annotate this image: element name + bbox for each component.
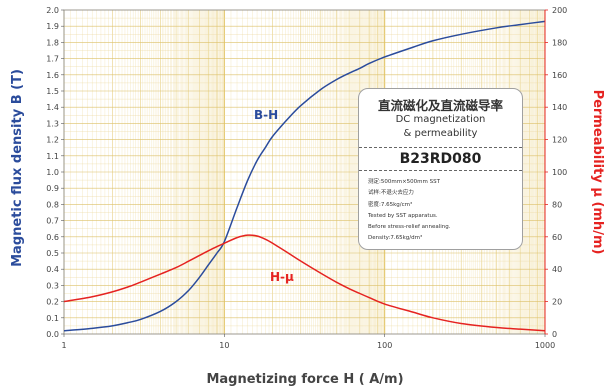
series-line-h-mu (63, 234, 546, 332)
y-tick-label-left: 0.9 (46, 184, 59, 193)
y-tick-label-left: 1.8 (46, 38, 59, 47)
y-tick-label-left: 1.4 (46, 103, 59, 112)
y-axis-label-right: Permeability μ (mh/m) (590, 90, 605, 255)
info-note: Before stress-relief annealing. (368, 224, 451, 231)
info-note: 试样:不退火去应力 (368, 190, 414, 197)
y-tick-label-right: 80 (552, 200, 562, 209)
series-layer (63, 20, 546, 332)
x-tick-label: 100 (377, 341, 392, 350)
y-tick-label-left: 0.8 (46, 200, 59, 209)
y-tick-label-left: 0.7 (46, 217, 59, 226)
y-tick-label-left: 0.4 (46, 265, 59, 274)
info-notes: 测定:500mm×500mm SST 试样:不退火去应力 密度:7.65kg/c… (368, 177, 520, 245)
x-tick-label: 1000 (535, 341, 555, 350)
y-tick-label-left: 1.6 (46, 71, 59, 80)
info-title-en-2: & permeability (403, 128, 478, 139)
y-tick-label-right: 40 (552, 265, 562, 274)
info-note: 密度:7.65kg/cm³ (368, 201, 413, 208)
x-axis-label: Magnetizing force H ( A/m) (206, 372, 403, 387)
y-tick-label-left: 1.7 (46, 55, 59, 64)
y-tick-label-left: 2.0 (46, 6, 59, 15)
annotation-b-h: B-H (254, 108, 278, 122)
x-tick-label: 10 (219, 341, 229, 350)
info-title-en-1: DC magnetization (395, 114, 486, 125)
annotation-h-mu: H-μ (270, 270, 294, 284)
y-tick-label-left: 1.0 (46, 168, 59, 177)
ticks-layer: 0.0 0.1 0.2 0.3 0.4 0.5 0.6 0.7 0.8 0.9 1.0 1.1 1.2 1… (46, 6, 567, 350)
info-note: Density:7.65kg/dm³ (368, 235, 423, 242)
y-tick-label-right: 0 (552, 330, 557, 339)
y-tick-label-left: 0.6 (46, 233, 59, 242)
y-tick-label-left: 0.5 (46, 249, 59, 258)
info-title-cn: 直流磁化及直流磁导率 (377, 98, 503, 113)
y-tick-label-right: 60 (552, 233, 562, 242)
y-tick-label-left: 1.5 (46, 87, 59, 96)
y-tick-label-right: 140 (552, 103, 567, 112)
y-tick-label-left: 1.2 (46, 136, 59, 145)
y-tick-label-right: 20 (552, 298, 562, 307)
x-tick-label: 1 (61, 341, 66, 350)
y-tick-label-left: 0.0 (46, 330, 59, 339)
y-axis-label-left: Magnetic flux density B (T) (10, 69, 25, 267)
info-note: Tested by SST apparatus. (368, 212, 438, 219)
y-tick-label-right: 160 (552, 71, 567, 80)
y-tick-label-left: 1.1 (46, 152, 59, 161)
info-note: 测定:500mm×500mm SST (368, 179, 440, 185)
y-tick-label-left: 1.9 (46, 22, 59, 31)
y-tick-label-right: 200 (552, 6, 567, 15)
info-grade: B23RD080 (359, 147, 522, 171)
y-tick-label-right: 180 (552, 38, 567, 47)
y-tick-label-left: 0.2 (46, 298, 59, 307)
info-box: 直流磁化及直流磁导率 DC magnetization & permeabili… (358, 88, 523, 250)
series-line-b-h (63, 20, 546, 332)
y-tick-label-right: 120 (552, 136, 567, 145)
y-tick-label-left: 0.1 (46, 314, 59, 323)
y-tick-label-left: 1.3 (46, 119, 59, 128)
y-tick-label-right: 100 (552, 168, 567, 177)
y-tick-label-left: 0.3 (46, 281, 59, 290)
